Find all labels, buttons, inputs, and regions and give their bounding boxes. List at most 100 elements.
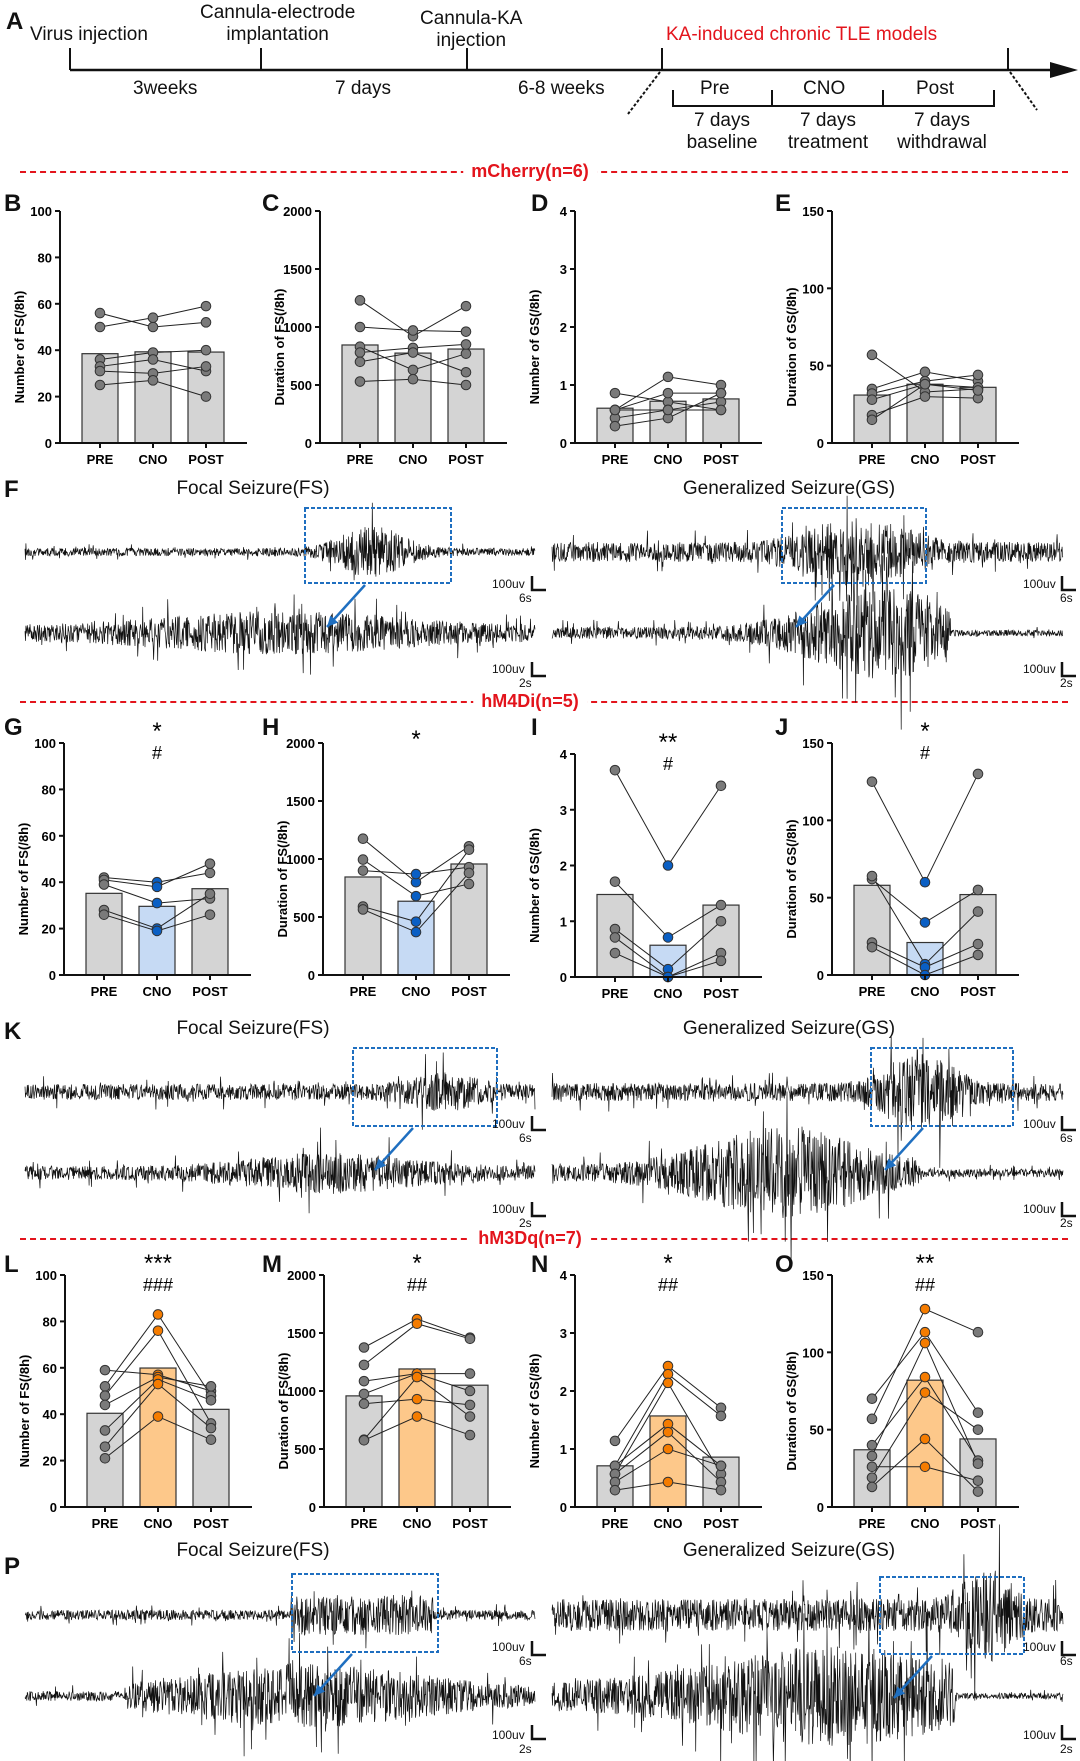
subject-point	[972, 1407, 984, 1418]
subject-point	[972, 1458, 984, 1469]
scale-k-gs-top-time: 6s	[1060, 1131, 1073, 1145]
subject-point	[98, 879, 110, 890]
y-axis-label: Duration of FS(/8h)	[272, 289, 287, 406]
y-tick-label: 60	[38, 297, 52, 312]
subject-point	[919, 876, 931, 888]
subject-point	[609, 387, 621, 399]
subject-point	[358, 1435, 370, 1446]
significance-mark: *	[412, 1250, 421, 1277]
y-tick-label: 20	[38, 390, 52, 405]
chart-l: 0 20 40 60 80 100 PRE CNO POST Number of FS(/8h) *…	[17, 1250, 252, 1531]
subject-point	[94, 379, 106, 391]
y-tick-label: 500	[290, 378, 312, 393]
gs-expanded-trace	[551, 1091, 1064, 1265]
trace-p-title-fs: Focal Seizure(FS)	[176, 1540, 330, 1561]
scale-p-gs-bot-amp: 100uv	[1023, 1728, 1056, 1742]
subject-point	[609, 420, 621, 432]
significance-mark: **	[916, 1250, 935, 1277]
chart-c: 0 500 1000 1500 2000 PRE CNO POST Duration of FS…	[272, 204, 507, 467]
subject-point	[98, 909, 110, 920]
scale-p-gs-top-time: 6s	[1060, 1654, 1073, 1668]
subject-point	[662, 1377, 674, 1389]
scale-bar-fs-top	[530, 1641, 546, 1657]
scale-k-fs-top-time: 6s	[519, 1131, 532, 1145]
group-label-mcherry: mCherry(n=6)	[463, 161, 597, 181]
subject-point	[357, 833, 369, 845]
timeline-break-left	[627, 71, 661, 115]
x-tick-label: POST	[448, 452, 483, 467]
scale-bar-gs-bottom	[1060, 662, 1076, 678]
y-axis-label: Number of FS(/8h)	[16, 823, 31, 936]
y-tick-label: 150	[802, 204, 824, 219]
subject-point	[152, 1378, 164, 1390]
scale-bar-gs-top	[1060, 1116, 1076, 1132]
panel-letter-m: M	[262, 1251, 282, 1278]
trace-k-title-fs: Focal Seizure(FS)	[176, 1018, 330, 1039]
subject-point	[866, 349, 878, 361]
panel-letter-b: B	[4, 190, 22, 217]
subject-point	[662, 932, 674, 943]
subject-point	[866, 1439, 878, 1451]
x-tick-label: POST	[193, 1516, 228, 1531]
scale-bar-gs-top	[1060, 1641, 1076, 1657]
subject-point	[407, 373, 419, 385]
y-tick-label: 50	[810, 1423, 824, 1438]
phase-pre-name: Pre	[700, 78, 730, 99]
phase-cno-name: CNO	[803, 78, 846, 99]
y-tick-label: 100	[802, 281, 824, 296]
x-tick-label: CNO	[654, 986, 683, 1001]
panel-letter-a: A	[6, 8, 24, 35]
y-tick-label: 0	[309, 1500, 316, 1515]
y-tick-label: 2	[560, 859, 567, 874]
x-tick-label: CNO	[399, 452, 428, 467]
scale-bar-gs-top	[1060, 576, 1076, 592]
y-axis-label: Number of GS(/8h)	[527, 1354, 542, 1469]
subject-point	[354, 376, 366, 387]
subject-point	[972, 385, 984, 396]
y-tick-label: 50	[810, 891, 824, 906]
x-tick-label: POST	[960, 984, 995, 999]
y-tick-label: 2000	[286, 736, 315, 751]
y-tick-label: 1500	[286, 794, 315, 809]
y-axis-label: Duration of FS(/8h)	[275, 821, 290, 938]
subject-point	[410, 890, 422, 902]
phase-post-desc: 7 days withdrawal	[897, 110, 987, 153]
subject-point	[919, 1461, 931, 1473]
panel-letter-c: C	[262, 190, 280, 217]
significance-mark: *	[920, 718, 929, 745]
significance-mark: ###	[143, 1275, 173, 1295]
subject-point	[919, 1337, 931, 1349]
y-tick-label: 2000	[283, 204, 312, 219]
y-tick-label: 100	[802, 813, 824, 828]
group-label-hm4di: hM4Di(n=5)	[473, 691, 587, 711]
fs-zoom-box	[304, 507, 452, 584]
panel-letter-j: J	[775, 714, 789, 741]
panel-letter-g: G	[4, 714, 23, 741]
y-tick-label: 0	[560, 970, 567, 985]
fs-zoom-box	[291, 1573, 439, 1653]
y-tick-label: 3	[560, 1326, 567, 1341]
bar-cno	[138, 905, 176, 976]
subject-point	[358, 1398, 370, 1410]
x-tick-label: CNO	[139, 452, 168, 467]
fs-zoom-box-arrowhead	[327, 615, 339, 627]
subject-point	[972, 884, 984, 896]
y-tick-label: 1500	[287, 1326, 316, 1341]
y-tick-label: 1	[560, 1442, 567, 1457]
y-tick-label: 1000	[287, 1384, 316, 1399]
scale-p-gs-top-amp: 100uv	[1023, 1640, 1056, 1654]
trace-panel-p	[24, 1524, 1076, 1761]
model-label: KA-induced chronic TLE models	[666, 24, 938, 45]
y-tick-label: 100	[802, 1345, 824, 1360]
subject-point	[866, 1393, 878, 1405]
y-tick-label: 50	[810, 359, 824, 374]
subject-point	[715, 780, 727, 792]
panel-letter-n: N	[531, 1251, 549, 1278]
subject-point	[463, 878, 475, 890]
panel-letter-d: D	[531, 190, 549, 217]
subject-point	[204, 858, 216, 869]
subject-point	[151, 925, 163, 937]
subject-point	[715, 1484, 727, 1496]
subject-point	[152, 1325, 164, 1336]
